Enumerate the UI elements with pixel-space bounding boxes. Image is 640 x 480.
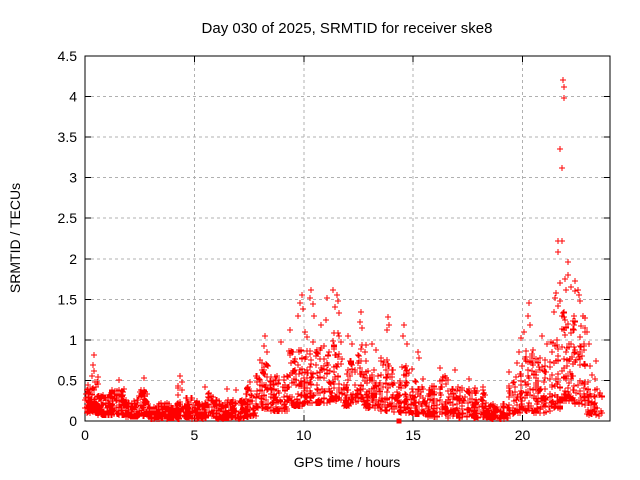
x-tick-label: 5 bbox=[190, 427, 198, 443]
x-axis-label: GPS time / hours bbox=[294, 454, 401, 470]
y-tick-label: 0 bbox=[69, 413, 77, 429]
y-axis-label: SRMTID / TECUs bbox=[7, 183, 23, 293]
x-tick-label: 0 bbox=[81, 427, 89, 443]
tick-label-layer: 0 5 10 15 20 0 0.5 1 1.5 2 2.5 3 3.5 4 4.5 bbox=[58, 48, 531, 443]
y-tick-label: 3 bbox=[69, 170, 77, 186]
y-tick-label: 1.5 bbox=[58, 291, 78, 307]
y-tick-label: 4.5 bbox=[58, 48, 78, 64]
data-points bbox=[82, 77, 605, 422]
x-tick-label: 15 bbox=[405, 427, 421, 443]
y-tick-label: 3.5 bbox=[58, 129, 78, 145]
x-tick-label: 10 bbox=[296, 427, 312, 443]
chart-title: Day 030 of 2025, SRMTID for receiver ske… bbox=[202, 20, 493, 37]
y-tick-label: 0.5 bbox=[58, 372, 78, 388]
y-tick-label: 1 bbox=[69, 332, 77, 348]
grid-layer bbox=[85, 56, 610, 421]
plot-border bbox=[84, 55, 611, 422]
tick-layer bbox=[84, 55, 610, 422]
y-tick-label: 2.5 bbox=[58, 210, 78, 226]
x-tick-label: 20 bbox=[515, 427, 531, 443]
flagged-data-point bbox=[396, 418, 402, 424]
scatter-points-layer bbox=[82, 77, 605, 424]
y-tick-label: 4 bbox=[69, 89, 77, 105]
y-tick-label: 2 bbox=[69, 251, 77, 267]
